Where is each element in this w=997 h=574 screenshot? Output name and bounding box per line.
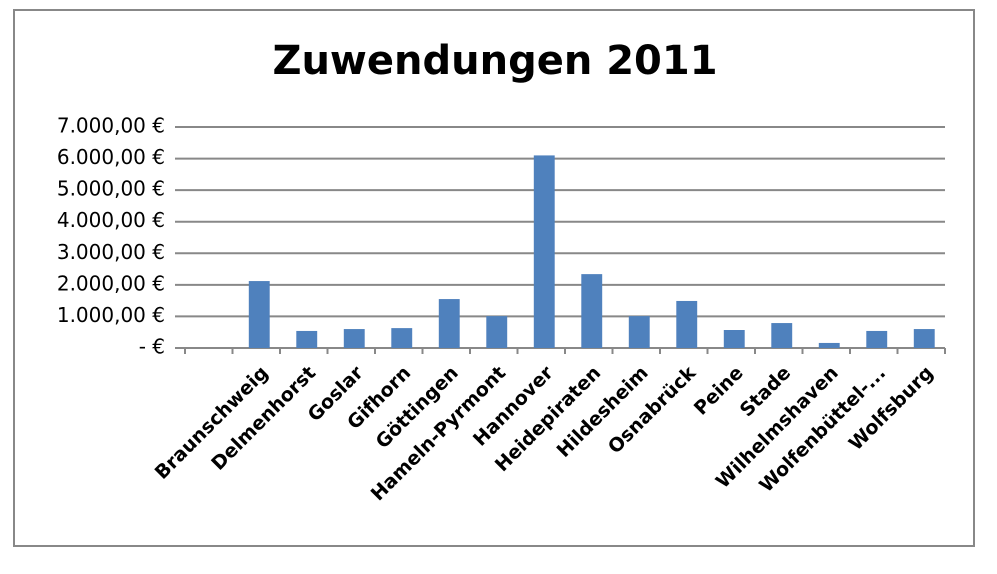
bar	[248, 281, 270, 348]
bar	[818, 342, 840, 348]
bar	[723, 330, 745, 348]
bar	[866, 330, 888, 348]
chart-border	[13, 9, 975, 547]
y-tick-label: 2.000,00 €	[57, 271, 165, 295]
bar	[913, 329, 935, 348]
bar	[438, 299, 460, 348]
bar	[486, 316, 508, 348]
bar	[628, 316, 650, 348]
y-tick-label: - €	[139, 335, 165, 359]
y-tick-label: 1.000,00 €	[57, 303, 165, 327]
bar	[581, 274, 603, 348]
bar	[533, 155, 555, 348]
y-tick-label: 7.000,00 €	[57, 114, 165, 138]
y-tick-label: 5.000,00 €	[57, 177, 165, 201]
bar	[771, 323, 793, 348]
bar	[391, 328, 413, 348]
y-tick-label: 3.000,00 €	[57, 240, 165, 264]
chart-title: Zuwendungen 2011	[272, 38, 717, 84]
bar	[343, 329, 365, 348]
y-tick-label: 4.000,00 €	[57, 208, 165, 232]
bar	[296, 330, 318, 348]
y-tick-label: 6.000,00 €	[57, 145, 165, 169]
bar	[676, 300, 698, 348]
